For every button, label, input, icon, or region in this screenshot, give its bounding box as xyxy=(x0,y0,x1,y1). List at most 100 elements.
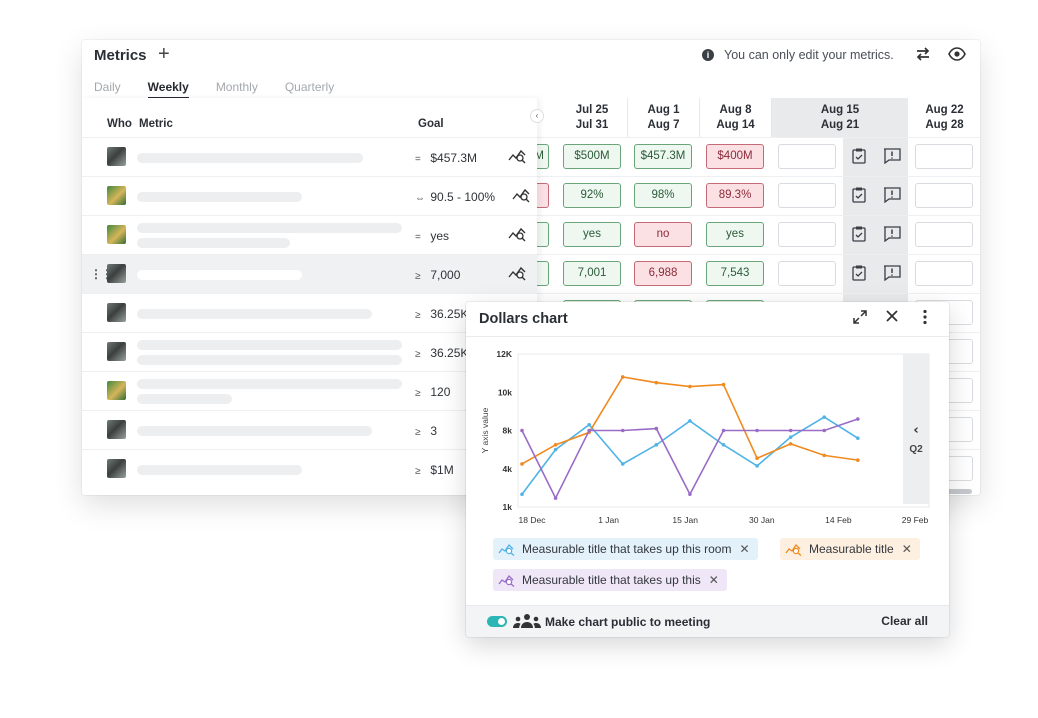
score-cell[interactable]: 92% xyxy=(563,183,621,208)
x-tick-label: 14 Feb xyxy=(825,515,852,525)
score-input[interactable] xyxy=(778,222,836,247)
score-input[interactable] xyxy=(915,222,973,247)
score-input[interactable] xyxy=(915,144,973,169)
score-cell[interactable]: yes xyxy=(706,222,764,247)
score-cell[interactable]: $500M xyxy=(563,144,621,169)
horizontal-scrollbar[interactable] xyxy=(942,489,972,494)
issue-icon[interactable] xyxy=(883,187,901,203)
tab-weekly[interactable]: Weekly xyxy=(148,80,189,99)
x-tick-label: 18 Dec xyxy=(519,515,547,525)
goal-value: = yes xyxy=(415,229,450,243)
clear-all-button[interactable]: Clear all xyxy=(881,614,928,628)
close-icon[interactable] xyxy=(884,308,900,329)
issue-icon[interactable] xyxy=(883,148,901,164)
chart-popup: Dollars chart 1k 4k 8k 10k 12K 18 Dec 1 Jan 15… xyxy=(466,302,949,637)
remove-icon: ✕ xyxy=(739,542,750,556)
todo-icon[interactable] xyxy=(852,226,866,242)
data-point xyxy=(822,415,827,419)
tab-quarterly[interactable]: Quarterly xyxy=(284,80,335,94)
expand-icon[interactable] xyxy=(852,309,868,330)
goal-value: = $457.3M xyxy=(415,151,478,165)
todo-icon[interactable] xyxy=(852,265,866,281)
data-point xyxy=(553,447,558,452)
score-input[interactable] xyxy=(915,261,973,286)
swap-icon[interactable] xyxy=(915,46,931,67)
y-tick-label: 12K xyxy=(496,349,512,359)
table-row[interactable]: ≥ 3 xyxy=(82,410,537,449)
score-cell[interactable]: 7,001 xyxy=(563,261,621,286)
score-cell[interactable]: yes xyxy=(563,222,621,247)
period-tabs: Daily Weekly Monthly Quarterly xyxy=(94,80,334,99)
data-point xyxy=(654,443,659,447)
goal-value: ≥ 7,000 xyxy=(415,268,461,282)
quarter-label: Q2 xyxy=(909,444,923,455)
score-cell[interactable]: 7,543 xyxy=(706,261,764,286)
data-point xyxy=(721,382,726,387)
goal-value: ≥ 36.25K xyxy=(415,307,469,321)
score-cell[interactable]: $457.3M xyxy=(634,144,692,169)
x-tick-label: 30 Jan xyxy=(749,515,775,525)
notice-text: You can only edit your metrics. xyxy=(724,48,894,62)
score-cell[interactable]: 98% xyxy=(634,183,692,208)
score-input[interactable] xyxy=(778,144,836,169)
eye-icon[interactable] xyxy=(948,46,966,67)
score-cell[interactable]: 89.3% xyxy=(706,183,764,208)
quarter-panel xyxy=(903,354,929,504)
metric-title-placeholder xyxy=(137,192,302,202)
chart-metric-icon[interactable] xyxy=(508,265,528,281)
plus-icon[interactable]: + xyxy=(158,43,170,65)
avatar xyxy=(107,186,126,205)
info-icon: i xyxy=(702,49,714,61)
todo-icon[interactable] xyxy=(852,148,866,164)
todo-icon[interactable] xyxy=(852,187,866,203)
chart-metric-icon[interactable] xyxy=(508,148,528,164)
data-point xyxy=(822,428,827,433)
more-options-icon[interactable] xyxy=(922,309,928,330)
issue-icon[interactable] xyxy=(883,226,901,242)
series-chip[interactable]: Measurable title that takes up this room… xyxy=(493,538,758,560)
data-point xyxy=(620,428,625,433)
public-toggle[interactable] xyxy=(487,616,507,627)
chevron-left-icon: ‹ xyxy=(913,423,918,438)
metric-title-placeholder xyxy=(137,394,232,404)
goal-header: Goal xyxy=(418,118,444,130)
table-row[interactable]: = $457.3M xyxy=(82,137,537,176)
table-row[interactable]: ⇔ 90.5 - 100% xyxy=(82,176,537,215)
collapse-icon[interactable]: ‹ xyxy=(531,110,543,122)
metric-title-placeholder xyxy=(137,309,372,319)
table-row[interactable]: ≥ $1M xyxy=(82,449,537,488)
series-chip[interactable]: Measurable title that takes up this ✕ xyxy=(493,569,727,591)
table-row[interactable]: ≥ 120 xyxy=(82,371,537,410)
table-row[interactable]: ≥ 36.25K xyxy=(82,293,537,332)
data-point xyxy=(520,428,524,433)
chart-metric-icon[interactable] xyxy=(512,187,532,203)
issue-icon[interactable] xyxy=(883,265,901,281)
public-toggle-label: Make chart public to meeting xyxy=(545,615,711,629)
score-cell[interactable]: $400M xyxy=(706,144,764,169)
data-point xyxy=(788,435,793,439)
people-icon xyxy=(513,614,541,628)
series-chip[interactable]: Measurable title ✕ xyxy=(780,538,920,560)
score-cell[interactable]: no xyxy=(634,222,692,247)
remove-icon: ✕ xyxy=(708,573,719,587)
table-row[interactable]: ≥ 36.25K xyxy=(82,332,537,371)
table-row[interactable]: ⋮⋮ ≥ 7,000 xyxy=(82,254,537,293)
metric-title-placeholder xyxy=(137,379,402,389)
metric-title-placeholder xyxy=(137,465,302,475)
tab-monthly[interactable]: Monthly xyxy=(215,80,258,94)
metric-header: Metric xyxy=(139,118,173,130)
score-input[interactable] xyxy=(778,261,836,286)
score-input[interactable] xyxy=(778,183,836,208)
chart-metric-icon[interactable] xyxy=(508,226,528,242)
avatar xyxy=(107,381,126,400)
tab-daily[interactable]: Daily xyxy=(94,80,121,94)
score-cell[interactable]: 6,988 xyxy=(634,261,692,286)
metrics-list: Who Metric Goal ‹ = $457.3M ⇔ 90.5 - 100… xyxy=(82,98,543,495)
metric-title-placeholder xyxy=(137,223,402,233)
chart-metric-icon xyxy=(785,543,802,556)
who-header: Who xyxy=(107,118,132,130)
score-input[interactable] xyxy=(915,183,973,208)
data-point xyxy=(856,417,860,421)
chart-footer: Make chart public to meeting Clear all xyxy=(466,605,949,637)
table-row[interactable]: = yes xyxy=(82,215,537,254)
